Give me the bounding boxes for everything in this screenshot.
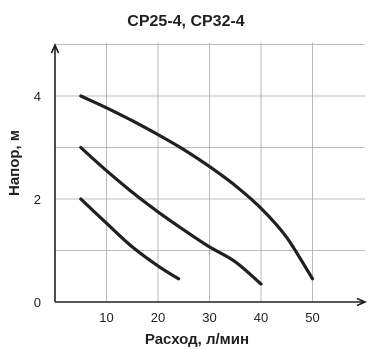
x-axis-label: Расход, л/мин	[145, 331, 249, 348]
x-tick-label-20: 20	[151, 310, 165, 325]
x-axis-arrow	[356, 297, 367, 307]
x-tick-label-10: 10	[99, 310, 113, 325]
y-tick-label-0: 0	[34, 295, 41, 310]
x-tick-label-30: 30	[202, 310, 216, 325]
chart-title: CP25-4, CP32-4	[127, 13, 244, 30]
y-axis-label: Напор, м	[6, 130, 23, 196]
y-axis-arrow	[50, 43, 60, 54]
axes	[50, 43, 367, 307]
tick-labels: 10 20 30 40 50 0 2 4	[34, 89, 320, 325]
pump-curve-3	[79, 94, 315, 281]
pump-curve-1	[79, 197, 181, 281]
y-tick-label-2: 2	[34, 192, 41, 207]
x-tick-label-50: 50	[305, 310, 319, 325]
grid	[55, 42, 365, 302]
pump-curve-2	[79, 145, 263, 286]
y-tick-label-4: 4	[34, 89, 41, 104]
x-tick-label-40: 40	[254, 310, 268, 325]
series	[79, 94, 315, 286]
